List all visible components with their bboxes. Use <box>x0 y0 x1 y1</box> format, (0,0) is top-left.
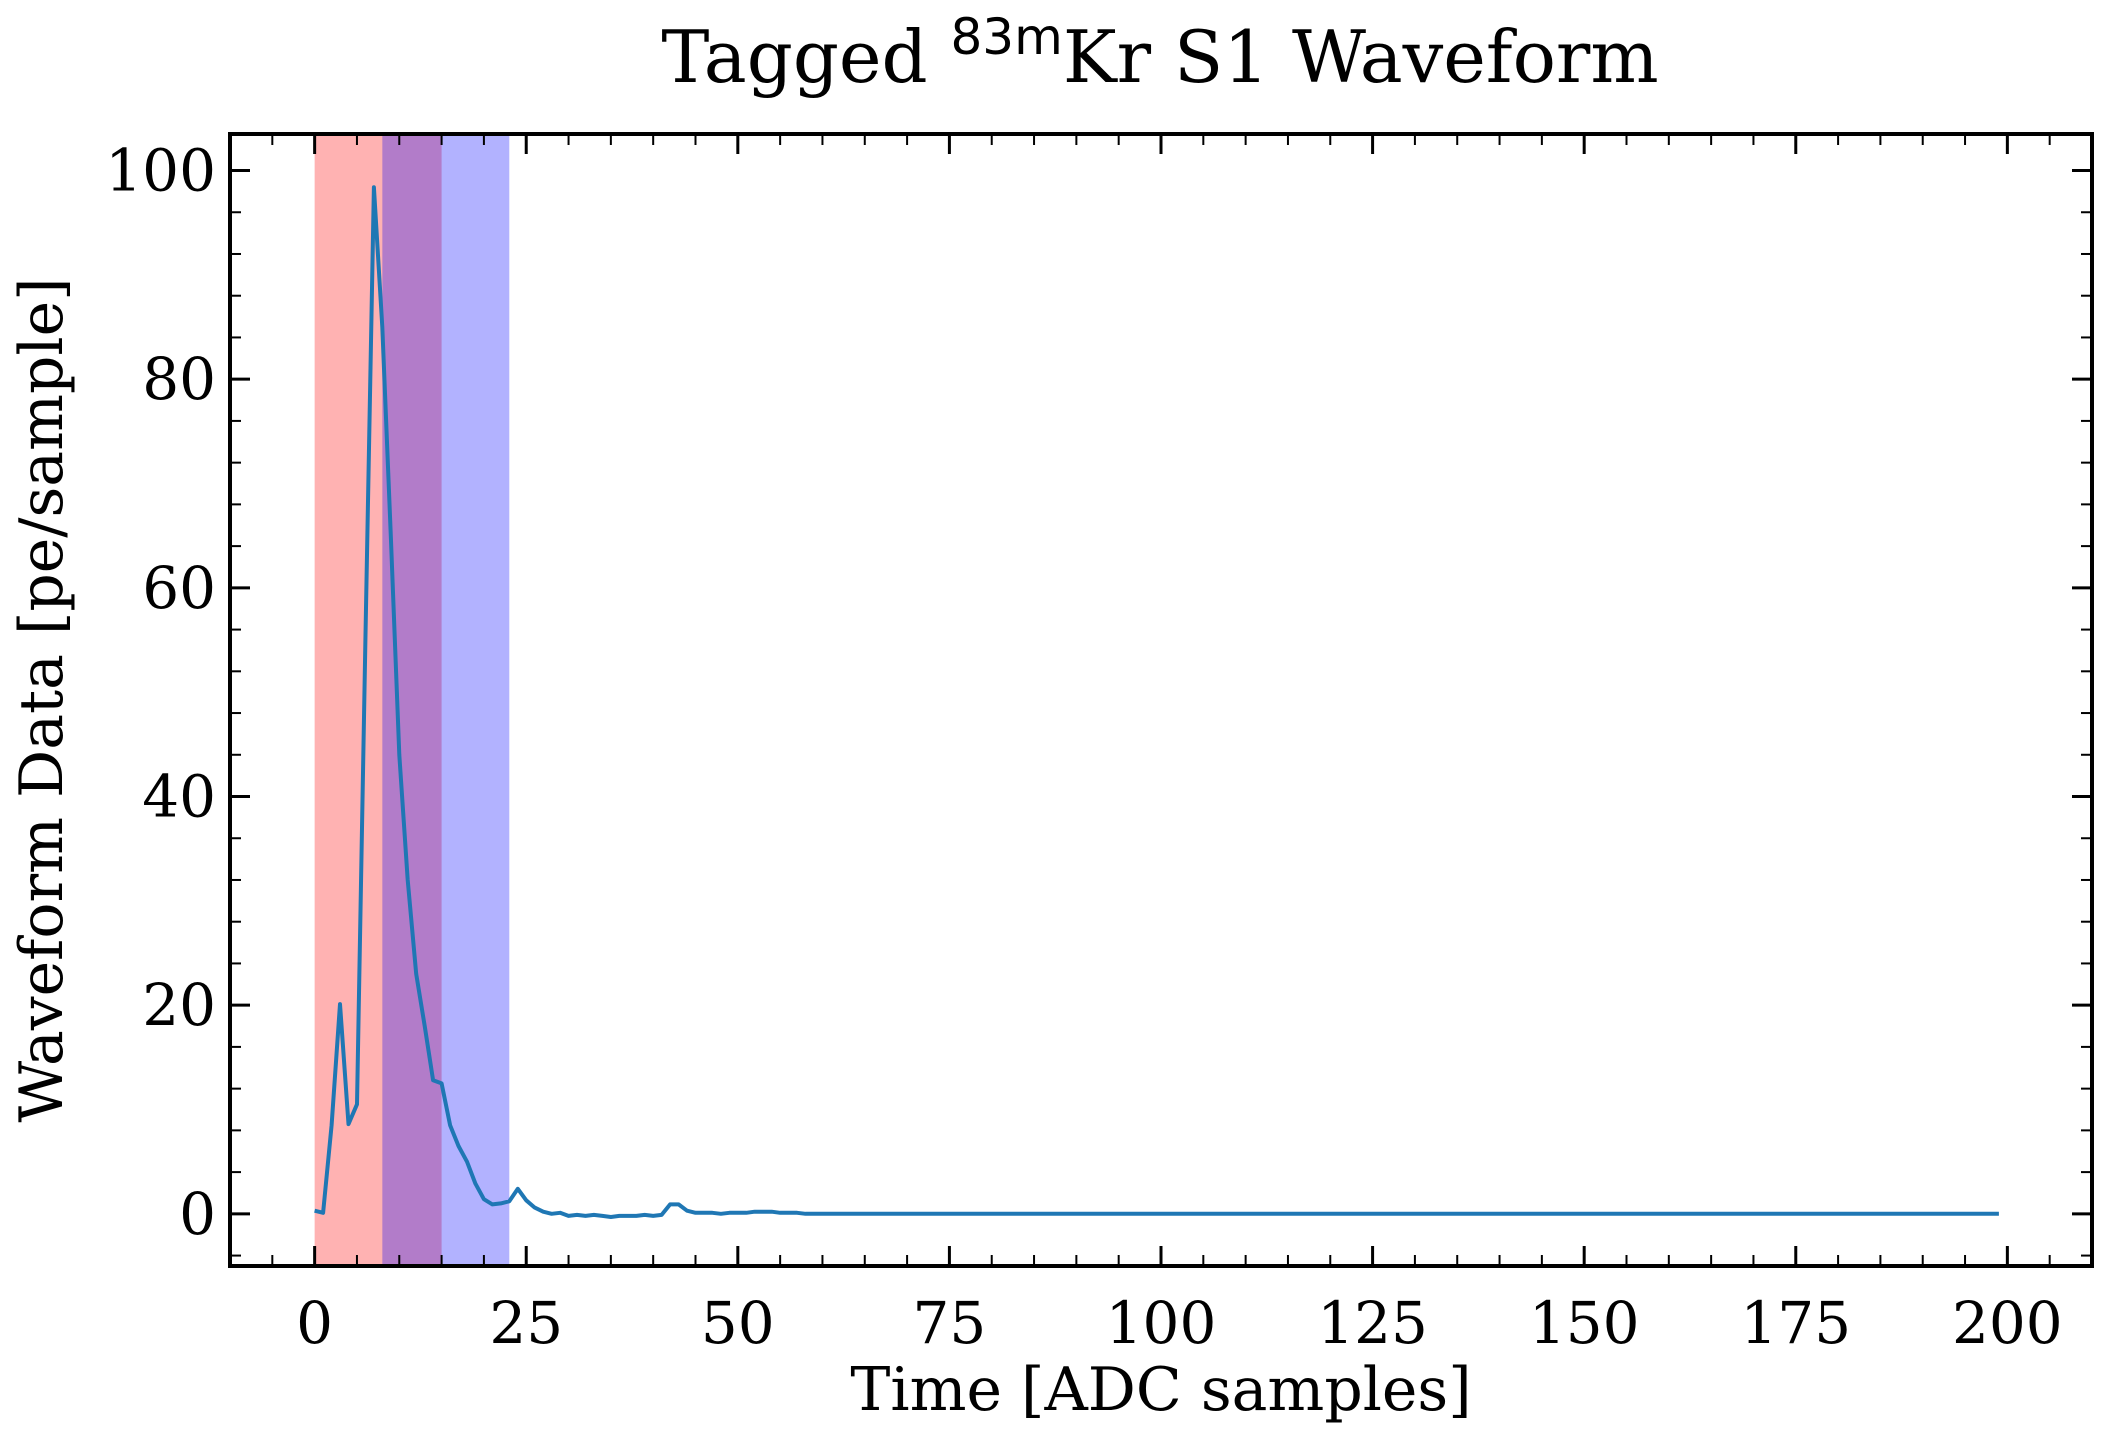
x-tick-label: 125 <box>1317 1289 1428 1357</box>
y-axis-label: Waveform Data [pe/sample] <box>7 278 77 1123</box>
y-tick-label: 60 <box>142 554 216 622</box>
x-tick-label: 50 <box>701 1289 775 1357</box>
x-tick-label: 75 <box>913 1289 987 1357</box>
x-tick-label: 25 <box>489 1289 563 1357</box>
y-tick-label: 40 <box>142 763 216 831</box>
shaded-region-1 <box>382 134 510 1266</box>
x-tick-label: 200 <box>1952 1289 2063 1357</box>
x-tick-label: 175 <box>1740 1289 1851 1357</box>
shaded-regions <box>314 134 510 1266</box>
y-tick-label: 100 <box>105 137 216 205</box>
plot-frame <box>228 132 2094 1268</box>
chart-title-superscript: 83m <box>951 8 1063 66</box>
series-line-0 <box>314 185 1999 1219</box>
chart-title-prefix: Tagged <box>661 15 950 99</box>
x-tick-label: 100 <box>1106 1289 1217 1357</box>
y-tick-label: 20 <box>142 971 216 1039</box>
axis-ticks: 0 25 50 75 100 125 150 175 200 0 20 40 60 80 100 <box>105 134 2093 1357</box>
chart-title-suffix: Kr S1 Waveform <box>1063 15 1659 99</box>
series-layer <box>314 185 1999 1219</box>
x-tick-label: 0 <box>296 1289 333 1357</box>
y-tick-label: 0 <box>179 1180 216 1248</box>
x-axis-label: Time [ADC samples] <box>850 1355 1471 1425</box>
chart-title: Tagged 83mKr S1 Waveform <box>661 8 1658 99</box>
y-tick-label: 80 <box>142 345 216 413</box>
x-tick-label: 150 <box>1529 1289 1640 1357</box>
